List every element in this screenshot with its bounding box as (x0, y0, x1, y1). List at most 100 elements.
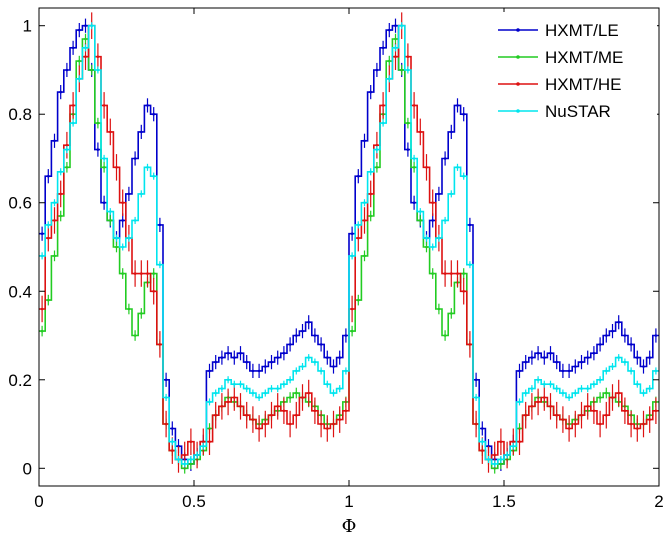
data-point (369, 214, 373, 218)
data-point (450, 130, 453, 134)
data-point (611, 396, 614, 399)
data-point (319, 369, 323, 373)
data-point (350, 254, 354, 258)
data-point (59, 90, 62, 94)
data-point (586, 387, 589, 390)
data-point (375, 68, 379, 72)
data-point (462, 290, 466, 293)
data-point (102, 157, 106, 160)
data-point (214, 391, 217, 395)
data-point (406, 68, 410, 72)
data-point (245, 360, 248, 364)
data-point (543, 382, 546, 386)
data-point (233, 396, 236, 399)
data-point (164, 378, 168, 382)
data-point (350, 232, 354, 235)
data-point (202, 440, 205, 444)
data-point (481, 440, 484, 444)
data-point (574, 422, 577, 426)
data-point (226, 378, 230, 382)
data-point (561, 391, 565, 395)
data-point (307, 391, 311, 395)
data-point (239, 382, 242, 386)
data-point (251, 369, 255, 373)
data-point (183, 453, 186, 457)
data-point (549, 351, 552, 355)
data-point (443, 157, 447, 160)
data-point (437, 192, 441, 196)
data-point (586, 405, 589, 408)
data-point (282, 351, 286, 355)
data-point (102, 201, 106, 204)
data-point (425, 236, 428, 240)
legend-label-hxmt-le: HXMT/LE (545, 21, 619, 40)
data-point (78, 59, 81, 63)
data-point (245, 387, 248, 390)
data-point (536, 378, 540, 382)
data-point (65, 143, 69, 147)
data-point (617, 391, 620, 395)
data-point (394, 37, 397, 41)
data-point (350, 307, 354, 311)
data-point (512, 440, 515, 444)
data-point (543, 356, 546, 359)
data-point (65, 166, 69, 169)
data-point (208, 440, 211, 444)
data-point (443, 334, 447, 337)
data-point (642, 365, 645, 368)
data-point (605, 391, 608, 395)
data-point (474, 422, 478, 426)
data-point (456, 104, 459, 107)
data-point (450, 312, 453, 315)
data-point (202, 444, 205, 448)
data-point (226, 351, 230, 355)
data-point (419, 219, 422, 222)
y-tick-label: 0 (23, 459, 32, 478)
data-point (220, 405, 224, 408)
data-point (481, 427, 484, 430)
data-point (276, 356, 280, 359)
data-point (629, 343, 633, 346)
x-tick-label: 1 (344, 492, 353, 511)
data-point (549, 382, 552, 386)
data-point (654, 369, 658, 373)
x-tick-label: 2 (654, 492, 663, 511)
data-point (474, 396, 478, 399)
data-point (171, 449, 174, 452)
data-point (115, 166, 118, 169)
x-tick-label: 0.5 (182, 492, 206, 511)
data-point (648, 418, 651, 421)
y-tick-label: 0.8 (8, 105, 32, 124)
data-point (456, 166, 459, 169)
data-point (623, 360, 627, 364)
data-point (344, 409, 348, 413)
data-point (220, 387, 224, 390)
data-point (518, 400, 521, 404)
data-point (84, 24, 87, 28)
data-point (133, 219, 137, 222)
data-point (419, 210, 422, 213)
data-point (90, 68, 93, 72)
data-point (332, 422, 335, 426)
data-point (598, 396, 602, 399)
data-point (338, 356, 342, 359)
data-point (146, 104, 149, 107)
data-point (406, 121, 410, 125)
data-point (598, 378, 602, 382)
data-point (282, 409, 286, 413)
data-point (307, 320, 311, 324)
data-point (313, 360, 317, 364)
data-point (394, 24, 397, 28)
data-point (561, 369, 565, 373)
data-point (208, 369, 211, 373)
data-point (313, 334, 317, 337)
data-point (493, 462, 497, 466)
data-point (295, 369, 298, 373)
data-point (127, 236, 131, 240)
data-point (251, 391, 255, 395)
data-point (592, 382, 596, 386)
data-point (264, 391, 267, 395)
data-point (288, 396, 292, 399)
data-point (47, 236, 50, 240)
data-point (412, 104, 416, 107)
